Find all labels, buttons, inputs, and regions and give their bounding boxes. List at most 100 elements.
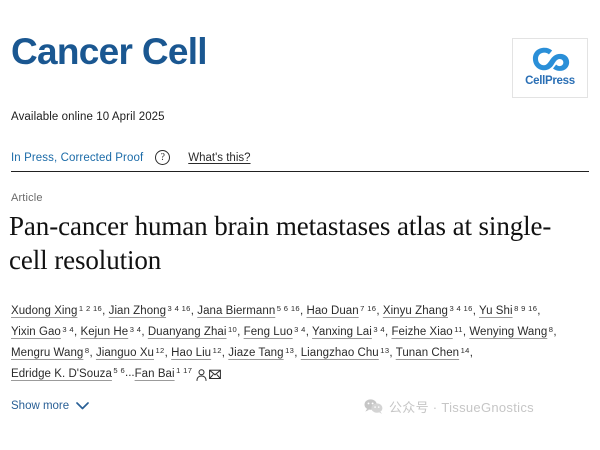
author-separator: , xyxy=(164,346,172,359)
author-affiliation-refs[interactable]: 12 xyxy=(212,345,222,355)
author-entry[interactable]: Xudong Xing 1 2 16 xyxy=(11,304,103,318)
chevron-down-icon xyxy=(76,402,90,410)
author-entry[interactable]: Xinyu Zhang 3 4 16 xyxy=(382,304,473,318)
author-entry[interactable]: Feng Luo 3 4 xyxy=(243,324,306,338)
show-more-button[interactable]: Show more xyxy=(11,400,90,412)
author-separator: , xyxy=(469,346,473,359)
author-entry[interactable]: Hao Duan 7 16 xyxy=(306,304,377,318)
author-affiliation-refs[interactable]: 3 4 xyxy=(373,324,385,334)
author-entry[interactable]: Yixin Gao 3 4 xyxy=(11,324,74,338)
author-entry[interactable]: Jana Biermann 5 6 16 xyxy=(197,304,300,318)
author-affiliation-refs[interactable]: 3 4 xyxy=(62,324,74,334)
author-entry[interactable]: Duanyang Zhai 10 xyxy=(147,324,238,338)
whats-this-link[interactable]: What's this? xyxy=(188,151,251,164)
author-affiliation-refs[interactable]: 8 xyxy=(84,345,90,355)
author-name[interactable]: Liangzhao Chu xyxy=(300,346,379,359)
author-affiliation-refs[interactable]: 13 xyxy=(285,345,295,355)
author-affiliation-refs[interactable]: 12 xyxy=(155,345,165,355)
author-entry[interactable]: Kejun He 3 4 xyxy=(80,324,142,338)
author-name[interactable]: Feizhe Xiao xyxy=(391,325,453,338)
author-entry[interactable]: Feizhe Xiao 11 xyxy=(391,324,463,338)
cellpress-infinity-mark xyxy=(532,47,570,71)
author-separator: , xyxy=(553,325,557,338)
author-affiliation-refs[interactable]: 13 xyxy=(380,345,390,355)
author-name[interactable]: Hao Liu xyxy=(171,346,212,359)
author-entry[interactable]: Jian Zhong 3 4 16 xyxy=(108,304,191,318)
author-name[interactable]: Duanyang Zhai xyxy=(147,325,227,338)
author-separator: , xyxy=(190,305,198,318)
author-name[interactable]: Tunan Chen xyxy=(395,346,460,359)
author-affiliation-refs[interactable]: 8 xyxy=(548,324,554,334)
author-name[interactable]: Yu Shi xyxy=(479,305,513,318)
author-separator: , xyxy=(305,325,313,338)
author-name[interactable]: Mengru Wang xyxy=(11,346,84,359)
author-name[interactable]: Fan Bai xyxy=(134,367,175,380)
author-name[interactable]: Hao Duan xyxy=(306,305,359,318)
author-name[interactable]: Jana Biermann xyxy=(197,305,276,318)
author-entry[interactable]: Edridge K. D'Souza 5 6 xyxy=(11,366,126,380)
author-affiliation-refs[interactable]: 5 6 xyxy=(113,366,126,376)
author-affiliation-refs[interactable]: 5 6 16 xyxy=(276,304,300,313)
author-entry[interactable]: Yu Shi 8 9 16 xyxy=(479,304,538,318)
author-name[interactable]: Yanxing Lai xyxy=(312,325,372,338)
question-mark-icon[interactable]: ? xyxy=(155,150,171,165)
author-affiliation-refs[interactable]: 11 xyxy=(454,324,463,334)
author-separator: , xyxy=(102,305,109,318)
envelope-icon[interactable] xyxy=(209,369,222,380)
author-affiliation-refs[interactable]: 1 17 xyxy=(176,366,193,376)
author-entry[interactable]: Fan Bai 1 17 xyxy=(134,366,193,380)
author-affiliation-refs[interactable]: 8 9 16 xyxy=(514,304,538,313)
watermark-text: 公众号 · TissueGnostics xyxy=(389,400,534,415)
author-entry[interactable]: Wenying Wang 8 xyxy=(469,324,554,338)
author-separator: , xyxy=(472,305,479,318)
author-affiliation-refs[interactable]: 7 16 xyxy=(360,304,377,313)
author-truncation: ... xyxy=(125,367,135,380)
publication-status-row: In Press, Corrected Proof ? What's this? xyxy=(11,150,251,165)
author-affiliation-refs[interactable]: 3 4 16 xyxy=(167,304,191,313)
author-separator: , xyxy=(299,305,307,318)
author-name[interactable]: Feng Luo xyxy=(243,325,293,338)
author-separator: , xyxy=(389,346,396,359)
author-affiliation-refs[interactable]: 1 2 16 xyxy=(78,304,103,313)
author-affiliation-refs[interactable]: 14 xyxy=(460,345,470,355)
author-name[interactable]: Xinyu Zhang xyxy=(382,305,448,318)
author-separator: , xyxy=(74,325,81,338)
author-name[interactable]: Jiaze Tang xyxy=(228,346,284,359)
corresponding-author-icons xyxy=(196,366,223,385)
available-online-date: Available online 10 April 2025 xyxy=(11,111,165,123)
author-affiliation-refs[interactable]: 3 4 16 xyxy=(449,304,473,313)
author-entry[interactable]: Jiaze Tang 13 xyxy=(228,345,295,359)
cellpress-wordmark: CellPress xyxy=(525,75,575,87)
author-separator: , xyxy=(237,325,244,338)
page-title: Pan-cancer human brain metastases atlas … xyxy=(9,211,552,275)
author-name[interactable]: Xudong Xing xyxy=(11,305,78,318)
author-separator: , xyxy=(141,325,148,338)
author-entry[interactable]: Jianguo Xu 12 xyxy=(95,345,165,359)
author-name[interactable]: Jian Zhong xyxy=(108,305,167,318)
author-entry[interactable]: Liangzhao Chu 13 xyxy=(300,345,390,359)
journal-masthead: Cancer Cell Available online 10 April 20… xyxy=(0,0,600,130)
author-separator: , xyxy=(89,346,96,359)
author-name[interactable]: Kejun He xyxy=(80,325,129,338)
author-entry[interactable]: Yanxing Lai 3 4 xyxy=(312,324,385,338)
header-divider xyxy=(11,171,589,172)
author-affiliation-refs[interactable]: 3 4 xyxy=(129,324,142,334)
author-separator: , xyxy=(462,325,470,338)
show-more-label: Show more xyxy=(11,400,70,412)
author-name[interactable]: Edridge K. D'Souza xyxy=(11,367,112,380)
author-name[interactable]: Jianguo Xu xyxy=(95,346,154,359)
author-entry[interactable]: Hao Liu 12 xyxy=(171,345,222,359)
author-entry[interactable]: Tunan Chen 14 xyxy=(395,345,470,359)
author-affiliation-refs[interactable]: 3 4 xyxy=(294,324,306,334)
author-affiliation-refs[interactable]: 10 xyxy=(227,324,238,334)
author-name[interactable]: Wenying Wang xyxy=(469,325,548,338)
author-list: Xudong Xing 1 2 16, Jian Zhong 3 4 16, Jan… xyxy=(11,300,593,384)
author-separator: , xyxy=(384,325,392,338)
wechat-icon xyxy=(364,399,383,414)
author-name[interactable]: Yixin Gao xyxy=(11,325,61,338)
cell-press-logo[interactable]: CellPress xyxy=(512,38,588,98)
person-icon[interactable] xyxy=(196,368,207,381)
journal-title[interactable]: Cancer Cell xyxy=(11,31,208,72)
author-separator: , xyxy=(294,346,301,359)
author-entry[interactable]: Mengru Wang 8 xyxy=(11,345,90,359)
